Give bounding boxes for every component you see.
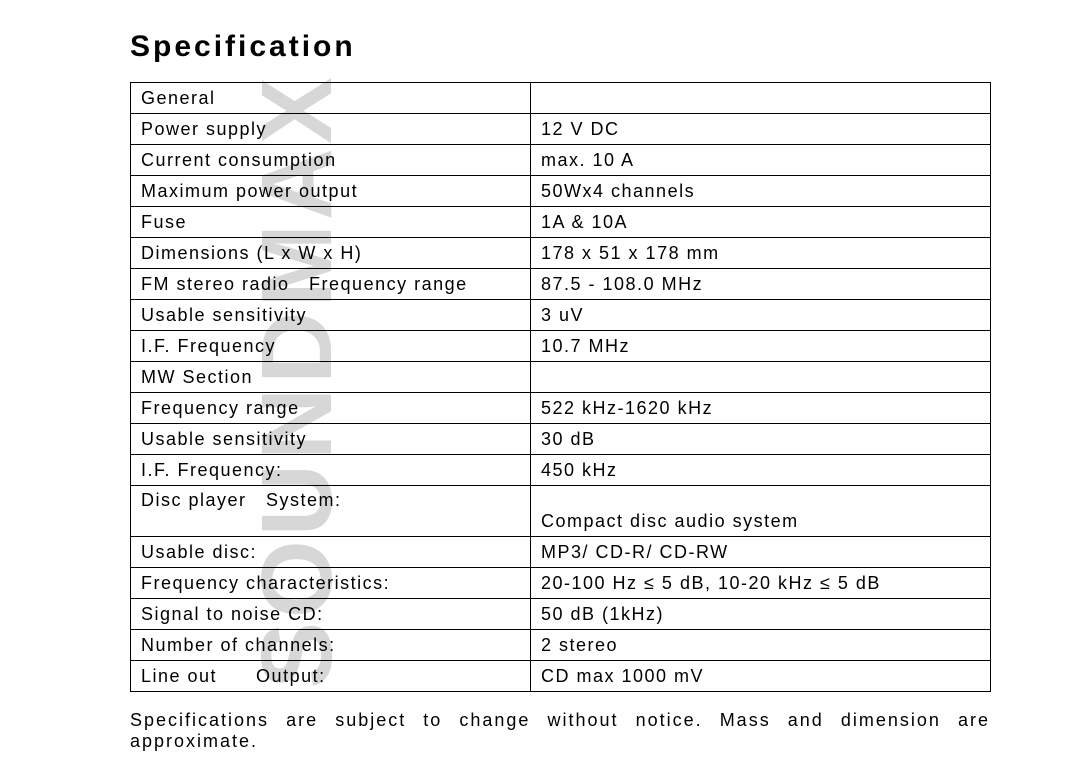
- table-row: Frequency characteristics:20-100 Hz ≤ 5 …: [131, 568, 991, 599]
- spec-label-cell: Usable sensitivity: [131, 300, 531, 331]
- table-row: Fuse1A & 10A: [131, 207, 991, 238]
- table-row: I.F. Frequency10.7 MHz: [131, 331, 991, 362]
- spec-label-cell: Current consumption: [131, 145, 531, 176]
- spec-label-cell: Line out Output:: [131, 661, 531, 692]
- spec-value-cell: 20-100 Hz ≤ 5 dB, 10-20 kHz ≤ 5 dB: [531, 568, 991, 599]
- table-row: Current consumptionmax. 10 A: [131, 145, 991, 176]
- spec-value-cell: 30 dB: [531, 424, 991, 455]
- spec-label-cell: Maximum power output: [131, 176, 531, 207]
- footnote-text: Specifications are subject to change wit…: [130, 710, 990, 752]
- spec-value-cell: max. 10 A: [531, 145, 991, 176]
- spec-value-cell: Compact disc audio system: [531, 486, 991, 537]
- spec-value-cell: 10.7 MHz: [531, 331, 991, 362]
- spec-value-cell: 12 V DC: [531, 114, 991, 145]
- spec-value-cell: MP3/ CD-R/ CD-RW: [531, 537, 991, 568]
- spec-label-cell: Usable sensitivity: [131, 424, 531, 455]
- table-row: General: [131, 83, 991, 114]
- spec-label-cell: Usable disc:: [131, 537, 531, 568]
- spec-label-cell: Fuse: [131, 207, 531, 238]
- table-row: Usable disc:MP3/ CD-R/ CD-RW: [131, 537, 991, 568]
- spec-label-cell: Signal to noise CD:: [131, 599, 531, 630]
- spec-value-cell: 2 stereo: [531, 630, 991, 661]
- page-content: Specification GeneralPower supply12 V DC…: [0, 0, 1080, 761]
- table-row: Usable sensitivity3 uV: [131, 300, 991, 331]
- table-row: Signal to noise CD:50 dB (1kHz): [131, 599, 991, 630]
- table-row: MW Section: [131, 362, 991, 393]
- spec-label-cell: Number of channels:: [131, 630, 531, 661]
- spec-value-cell: CD max 1000 mV: [531, 661, 991, 692]
- spec-label-cell: Dimensions (L x W x H): [131, 238, 531, 269]
- table-row: Frequency range522 kHz-1620 kHz: [131, 393, 991, 424]
- spec-value-cell: 50Wx4 channels: [531, 176, 991, 207]
- spec-value-cell: 1A & 10A: [531, 207, 991, 238]
- table-row: Number of channels:2 stereo: [131, 630, 991, 661]
- table-row: Maximum power output50Wx4 channels: [131, 176, 991, 207]
- spec-value-cell: [531, 83, 991, 114]
- table-row: FM stereo radio Frequency range87.5 - 10…: [131, 269, 991, 300]
- page-title: Specification: [130, 30, 1020, 64]
- spec-label-cell: Frequency characteristics:: [131, 568, 531, 599]
- table-row: Disc player System:Compact disc audio sy…: [131, 486, 991, 537]
- spec-label-cell: Frequency range: [131, 393, 531, 424]
- spec-label-cell: Disc player System:: [131, 486, 531, 537]
- spec-label-cell: I.F. Frequency:: [131, 455, 531, 486]
- table-row: Line out Output:CD max 1000 mV: [131, 661, 991, 692]
- table-row: Usable sensitivity30 dB: [131, 424, 991, 455]
- spec-value-cell: 522 kHz-1620 kHz: [531, 393, 991, 424]
- table-row: Power supply12 V DC: [131, 114, 991, 145]
- spec-label-cell: I.F. Frequency: [131, 331, 531, 362]
- spec-value-cell: 87.5 - 108.0 MHz: [531, 269, 991, 300]
- spec-value-cell: 3 uV: [531, 300, 991, 331]
- table-row: Dimensions (L x W x H)178 x 51 x 178 mm: [131, 238, 991, 269]
- spec-value-cell: 178 x 51 x 178 mm: [531, 238, 991, 269]
- specification-table: GeneralPower supply12 V DCCurrent consum…: [130, 82, 991, 692]
- spec-value-cell: 450 kHz: [531, 455, 991, 486]
- spec-value-cell: [531, 362, 991, 393]
- spec-label-cell: Power supply: [131, 114, 531, 145]
- spec-label-cell: General: [131, 83, 531, 114]
- table-row: I.F. Frequency:450 kHz: [131, 455, 991, 486]
- spec-label-cell: FM stereo radio Frequency range: [131, 269, 531, 300]
- spec-value-cell: 50 dB (1kHz): [531, 599, 991, 630]
- spec-label-cell: MW Section: [131, 362, 531, 393]
